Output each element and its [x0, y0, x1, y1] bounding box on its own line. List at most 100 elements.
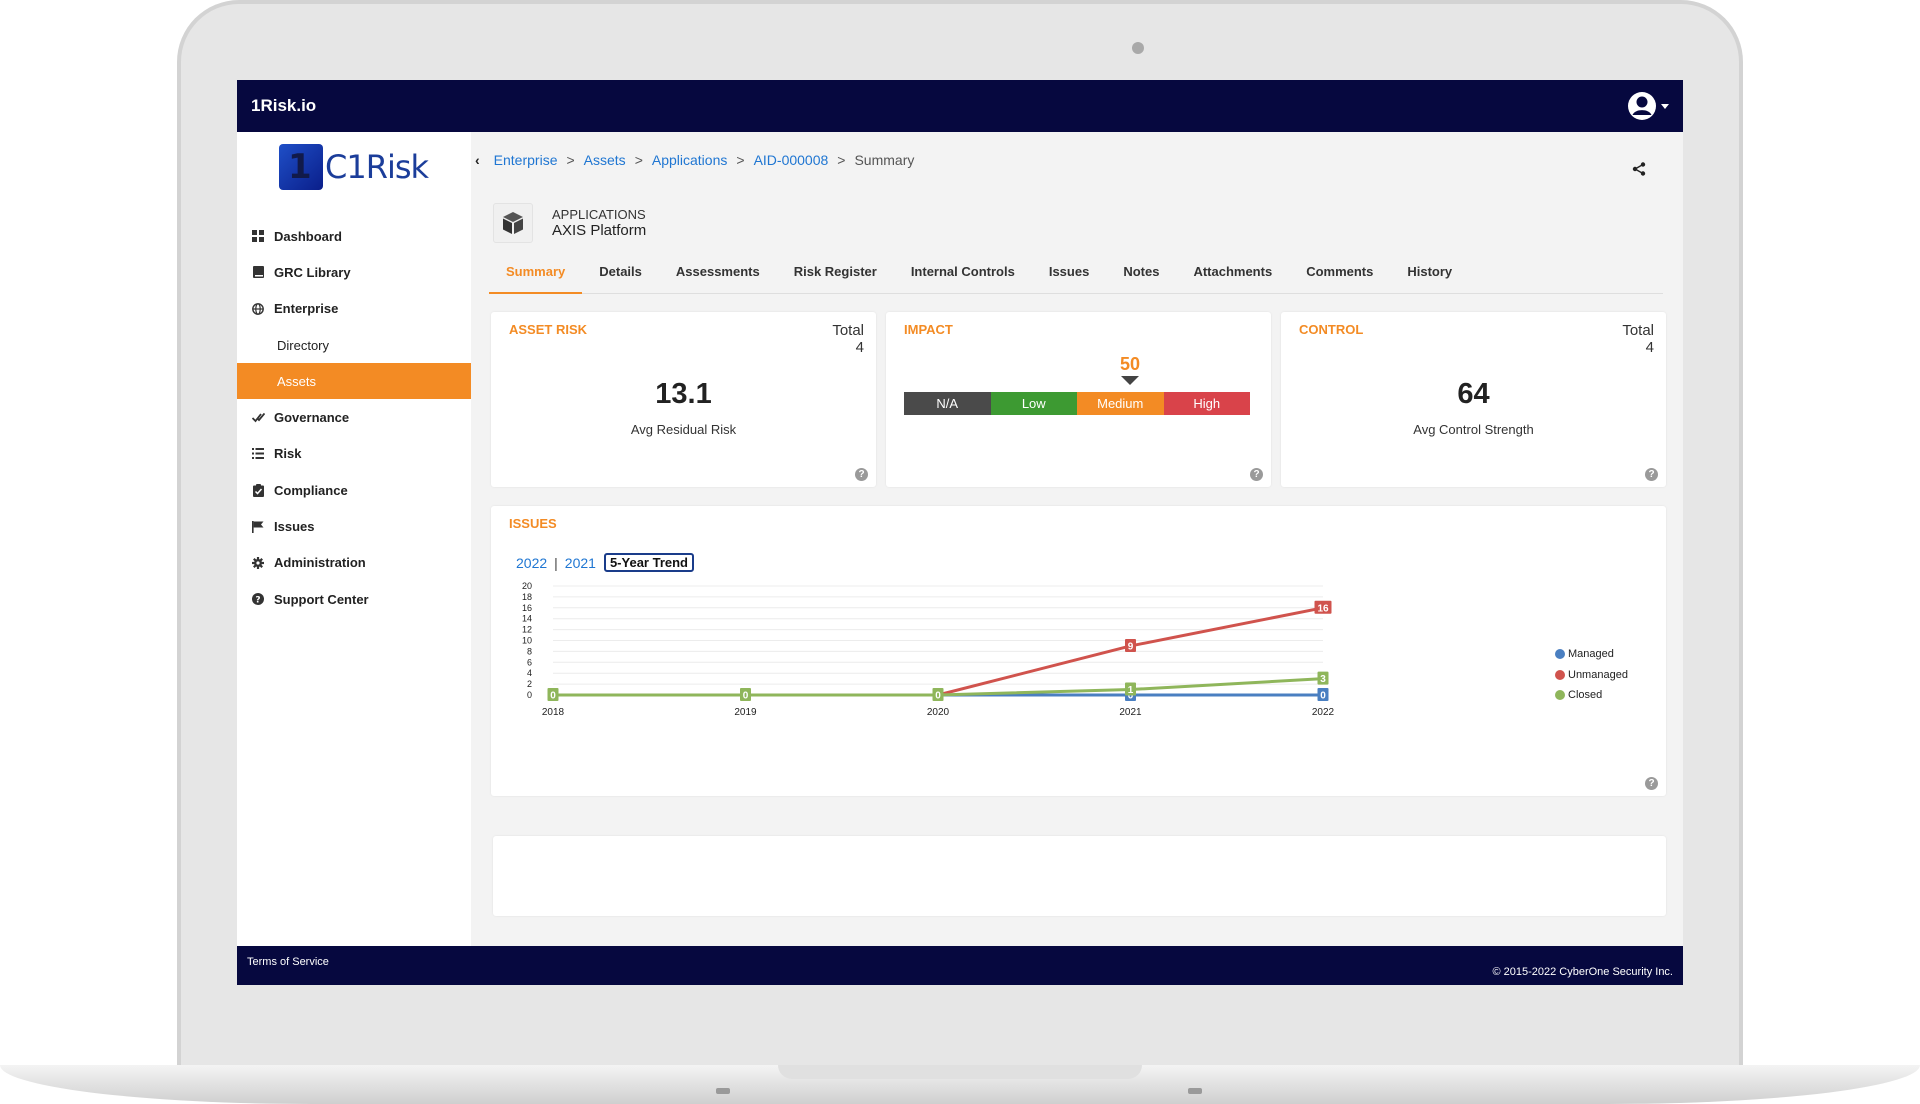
legend-managed[interactable]: Managed	[1555, 648, 1614, 660]
sidebar-item-governance[interactable]: Governance	[237, 399, 471, 435]
user-menu[interactable]	[1627, 91, 1669, 121]
footer: Terms of Service © 2015-2022 CyberOne Se…	[237, 946, 1683, 985]
page-header: APPLICATIONS AXIS Platform	[493, 203, 646, 243]
sidebar-item-label: Governance	[274, 410, 350, 426]
sidebar-item-administration[interactable]: Administration	[237, 545, 471, 581]
app-screen: 1Risk.io 1 C1Risk Dashboard GRC Li	[237, 80, 1683, 985]
avg-residual-risk-value: 13.1	[655, 378, 712, 410]
tab-bar: Summary Details Assessments Risk Registe…	[489, 254, 1663, 294]
breadcrumb-asset-id[interactable]: AID-000008	[753, 152, 829, 168]
five-year-trend-button[interactable]: 5-Year Trend	[603, 553, 694, 572]
breadcrumb-assets[interactable]: Assets	[583, 152, 626, 168]
sidebar-item-label: Directory	[277, 337, 330, 353]
avg-residual-risk-label: Avg Residual Risk	[630, 422, 737, 437]
sidebar-item-label: Administration	[274, 555, 366, 571]
data-label-box	[1125, 682, 1136, 696]
legend-dot	[1555, 670, 1565, 680]
data-label-box	[547, 688, 559, 701]
sidebar-item-risk[interactable]: Risk	[237, 436, 471, 472]
breadcrumb-enterprise[interactable]: Enterprise	[493, 152, 558, 168]
impact-seg-high: High	[1163, 392, 1250, 415]
sidebar-item-issues[interactable]: Issues	[237, 508, 471, 544]
tab-issues[interactable]: Issues	[1048, 264, 1090, 279]
avg-control-strength-value: 64	[1457, 378, 1490, 410]
legend-closed[interactable]: Closed	[1555, 689, 1602, 701]
x-tick-label: 2019	[734, 707, 757, 718]
sidebar-item-label: GRC Library	[274, 264, 351, 280]
year-2022-link[interactable]: 2022	[516, 554, 548, 571]
data-label: 0	[743, 691, 749, 702]
toggle-separator: |	[554, 554, 558, 571]
terms-of-service-link[interactable]: Terms of Service	[247, 955, 329, 968]
sidebar: 1 C1Risk Dashboard GRC Library Enterpris…	[237, 132, 471, 946]
tab-attachments[interactable]: Attachments	[1193, 264, 1273, 279]
camera-dot	[1132, 42, 1144, 54]
tab-details[interactable]: Details	[599, 264, 642, 279]
tab-notes[interactable]: Notes	[1123, 264, 1160, 279]
sidebar-item-directory[interactable]: Directory	[237, 327, 471, 363]
y-tick-label: 8	[527, 646, 532, 656]
user-avatar-icon[interactable]	[1627, 91, 1657, 121]
c1risk-logo: 1 C1Risk	[279, 144, 429, 190]
total-count: Total 4	[832, 322, 864, 356]
tab-history[interactable]: History	[1407, 264, 1453, 279]
caret-down-icon[interactable]	[1661, 103, 1669, 109]
logo-mark-icon: 1	[279, 144, 323, 190]
tab-comments[interactable]: Comments	[1306, 264, 1374, 279]
y-tick-label: 4	[527, 668, 532, 678]
card-title: ASSET RISK	[509, 322, 588, 337]
sidebar-item-enterprise[interactable]: Enterprise	[237, 291, 471, 327]
main-content: ‹ Enterprise > Assets > Applications > A…	[471, 132, 1683, 946]
legend-unmanaged[interactable]: Unmanaged	[1555, 669, 1628, 681]
list-icon	[251, 447, 265, 461]
share-icon[interactable]	[1632, 162, 1646, 176]
brand-title: 1Risk.io	[251, 96, 317, 115]
sidebar-item-label: Dashboard	[274, 228, 342, 244]
x-tick-label: 2018	[542, 707, 565, 718]
year-toggle: 2022 | 2021 5-Year Trend	[516, 553, 694, 572]
avg-control-strength-label: Avg Control Strength	[1413, 422, 1534, 437]
help-icon[interactable]: ?	[1645, 777, 1658, 790]
tab-internal-controls[interactable]: Internal Controls	[910, 264, 1015, 279]
impact-scale: N/A Low Medium High	[904, 392, 1250, 415]
data-label: 0	[1320, 691, 1326, 702]
data-label: 0	[550, 691, 556, 702]
breadcrumb: ‹ Enterprise > Assets > Applications > A…	[475, 152, 914, 168]
globe-icon	[251, 302, 265, 316]
top-bar: 1Risk.io	[237, 80, 1683, 132]
book-icon	[251, 265, 265, 279]
sidebar-item-assets[interactable]: Assets	[237, 363, 471, 400]
sidebar-item-support-center[interactable]: ? Support Center	[237, 581, 471, 617]
data-label: 3	[1320, 674, 1326, 685]
tab-risk-register[interactable]: Risk Register	[793, 264, 877, 279]
chevron-left-icon[interactable]: ‹	[475, 152, 480, 168]
sidebar-item-grc-library[interactable]: GRC Library	[237, 254, 471, 290]
sidebar-nav: Dashboard GRC Library Enterprise Directo…	[237, 218, 471, 617]
tab-assessments[interactable]: Assessments	[675, 264, 760, 279]
y-tick-label: 10	[522, 636, 532, 646]
sidebar-item-label: Compliance	[274, 482, 348, 498]
year-2021-link[interactable]: 2021	[564, 554, 596, 571]
help-icon[interactable]: ?	[855, 468, 868, 481]
cube-icon	[493, 203, 533, 243]
tab-summary[interactable]: Summary	[489, 254, 583, 294]
sidebar-item-label: Risk	[274, 446, 302, 462]
breadcrumb-current: Summary	[854, 152, 915, 168]
breadcrumb-applications[interactable]: Applications	[651, 152, 728, 168]
help-icon[interactable]: ?	[1250, 468, 1263, 481]
data-label-box	[1317, 688, 1329, 701]
clipboard-check-icon	[251, 483, 265, 497]
issues-card: ISSUES 2022 | 2021 5-Year Trend 20 18 16 14…	[491, 506, 1666, 796]
page-kind: APPLICATIONS	[552, 207, 646, 222]
grid-icon	[251, 229, 265, 243]
svg-text:?: ?	[255, 595, 260, 605]
logo-text: C1Risk	[325, 148, 429, 186]
breadcrumb-separator: >	[634, 152, 643, 168]
data-label: 0	[935, 691, 941, 702]
sidebar-item-dashboard[interactable]: Dashboard	[237, 218, 471, 254]
sidebar-item-compliance[interactable]: Compliance	[237, 472, 471, 508]
control-card: CONTROL Total 4 64 Avg Control Strength …	[1281, 312, 1666, 487]
y-tick-label: 20	[522, 581, 532, 591]
help-icon[interactable]: ?	[1645, 468, 1658, 481]
